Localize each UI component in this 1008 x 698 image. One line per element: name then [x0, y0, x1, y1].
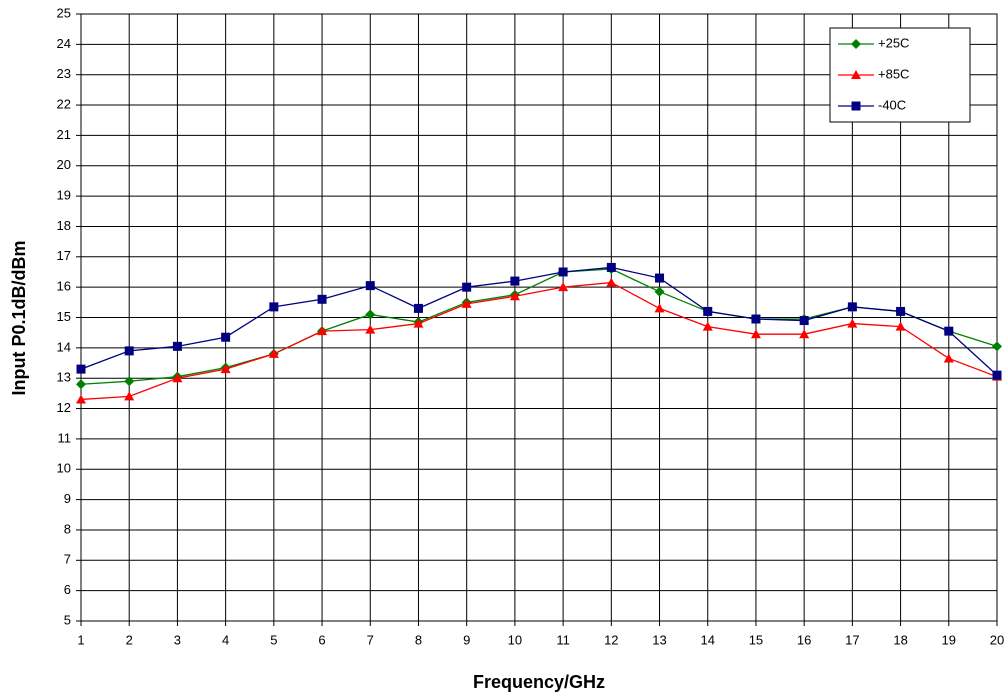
data-point [992, 341, 1002, 352]
data-point [76, 364, 86, 374]
data-point [268, 348, 279, 358]
data-point [413, 318, 424, 328]
y-tick-label: 19 [57, 188, 71, 203]
y-tick-label: 7 [64, 552, 71, 567]
data-point [461, 298, 472, 308]
x-tick-label: 1 [77, 632, 84, 647]
data-point [317, 294, 327, 304]
x-tick-label: 17 [845, 632, 859, 647]
x-axis-title: Frequency/GHz [473, 672, 605, 692]
data-point [413, 303, 423, 313]
x-tick-label: 5 [270, 632, 277, 647]
data-point [221, 332, 231, 342]
x-tick-label: 2 [126, 632, 133, 647]
data-point [847, 302, 857, 312]
data-point [365, 281, 375, 291]
y-tick-label: 23 [57, 66, 71, 81]
series-line [80, 281, 998, 401]
y-tick-label: 20 [57, 157, 71, 172]
data-point [799, 316, 809, 326]
x-tick-label: 10 [508, 632, 522, 647]
x-tick-label: 6 [318, 632, 325, 647]
data-point [703, 306, 713, 316]
x-tick-label: 14 [701, 632, 715, 647]
data-point [365, 309, 376, 320]
data-point [750, 329, 761, 339]
legend-label: +25C [878, 35, 909, 50]
data-point [558, 267, 568, 277]
data-point [510, 276, 520, 286]
y-tick-label: 10 [57, 461, 71, 476]
data-point [462, 282, 472, 292]
data-point [751, 314, 761, 324]
data-point [269, 302, 279, 312]
x-tick-label: 11 [556, 632, 570, 647]
y-axis-title: Input P0.1dB/dBm [9, 240, 29, 395]
data-point [702, 321, 713, 331]
x-tick-label: 15 [749, 632, 763, 647]
data-point [76, 394, 86, 404]
y-tick-label: 18 [57, 218, 71, 233]
data-point [654, 286, 665, 297]
data-point [220, 364, 231, 374]
x-tick-label: 20 [990, 632, 1004, 647]
data-point [654, 303, 665, 313]
y-tick-label: 6 [64, 582, 71, 597]
data-point [317, 326, 328, 336]
y-tick-label: 24 [57, 36, 71, 51]
data-point [558, 282, 569, 292]
x-tick-label: 7 [367, 632, 374, 647]
y-tick-label: 9 [64, 491, 71, 506]
x-tick-label: 18 [893, 632, 907, 647]
legend-marker [851, 39, 861, 49]
legend-label: -40C [878, 97, 906, 112]
data-point [606, 262, 616, 272]
y-tick-label: 8 [64, 521, 71, 536]
data-point [172, 341, 182, 351]
data-point [943, 353, 954, 363]
data-point [124, 391, 135, 401]
y-tick-label: 12 [57, 400, 71, 415]
x-tick-label: 13 [652, 632, 666, 647]
data-point [847, 318, 858, 328]
x-tick-label: 8 [415, 632, 422, 647]
x-tick-label: 9 [463, 632, 470, 647]
y-tick-label: 11 [58, 430, 72, 445]
legend-marker [851, 101, 861, 111]
x-tick-label: 12 [604, 632, 618, 647]
y-tick-label: 17 [57, 248, 71, 263]
y-tick-label: 22 [57, 96, 71, 111]
y-tick-label: 13 [57, 370, 71, 385]
data-point [944, 326, 954, 336]
y-tick-label: 15 [57, 309, 71, 324]
data-point [606, 277, 617, 287]
data-point [124, 376, 135, 387]
x-tick-label: 16 [797, 632, 811, 647]
data-point [172, 373, 183, 383]
legend-label: +85C [878, 66, 909, 81]
data-point [895, 321, 906, 331]
data-point [509, 291, 520, 301]
x-tick-label: 3 [174, 632, 181, 647]
y-tick-label: 25 [57, 5, 71, 20]
y-tick-label: 21 [57, 127, 71, 142]
x-tick-label: 19 [942, 632, 956, 647]
data-point [992, 370, 1002, 380]
y-tick-label: 16 [57, 279, 71, 294]
data-point [365, 324, 376, 334]
y-tick-label: 14 [57, 339, 71, 354]
data-point [799, 329, 810, 339]
data-point [896, 306, 906, 316]
series-line [80, 266, 998, 376]
y-tick-label: 5 [64, 612, 71, 627]
x-tick-label: 4 [222, 632, 229, 647]
data-point [655, 273, 665, 283]
data-point [124, 346, 134, 356]
data-point [76, 379, 86, 390]
legend-marker [851, 70, 861, 79]
